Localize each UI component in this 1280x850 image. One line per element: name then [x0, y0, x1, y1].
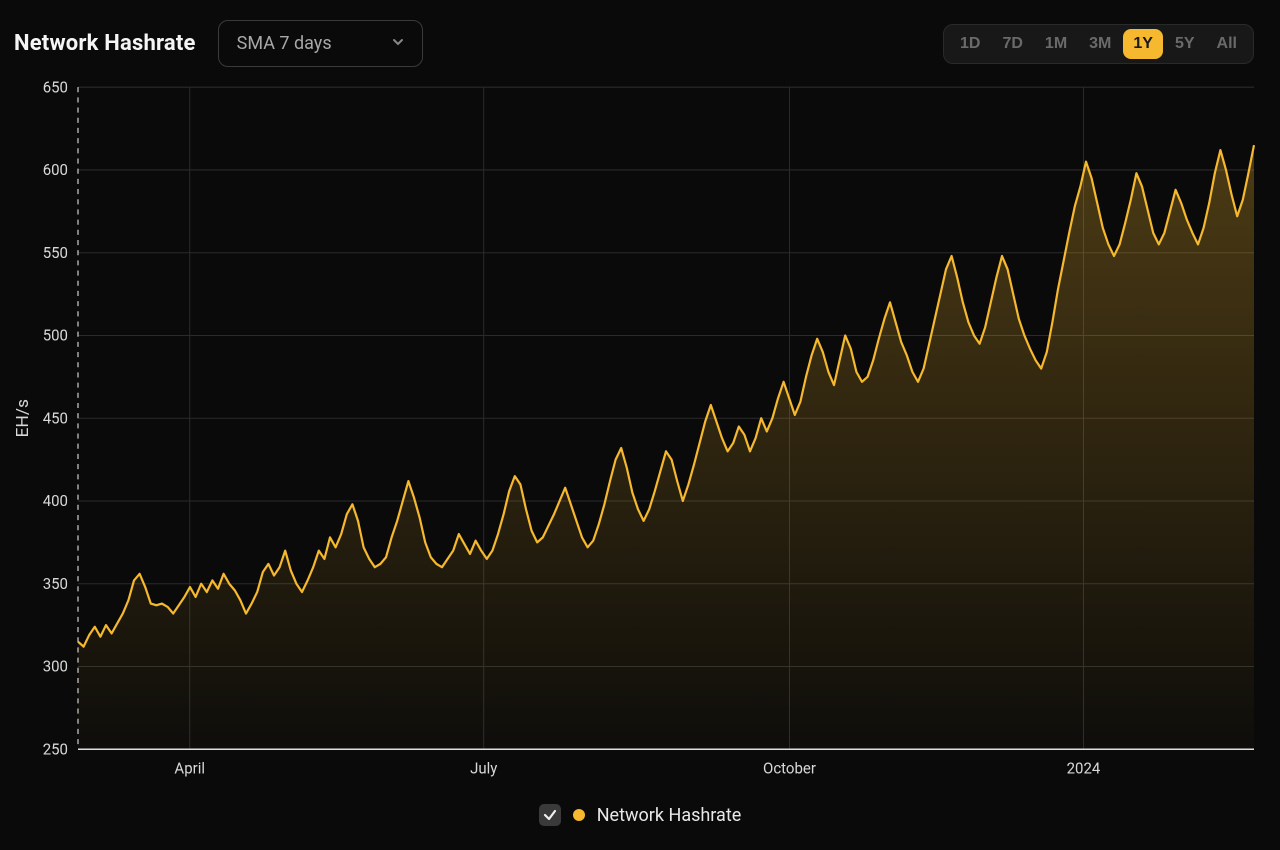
- range-btn-1y[interactable]: 1Y: [1123, 29, 1163, 59]
- range-btn-1m[interactable]: 1M: [1035, 29, 1077, 59]
- range-btn-5y[interactable]: 5Y: [1165, 29, 1205, 59]
- chart-title: Network Hashrate: [14, 31, 196, 56]
- chart-legend: Network Hashrate: [0, 790, 1280, 850]
- legend-label: Network Hashrate: [597, 805, 742, 826]
- range-btn-7d[interactable]: 7D: [992, 29, 1032, 59]
- y-axis-title: EH/s: [13, 399, 33, 437]
- range-btn-1d[interactable]: 1D: [950, 29, 990, 59]
- chevron-down-icon: [392, 36, 404, 52]
- y-tick-label: 500: [43, 326, 68, 344]
- y-tick-label: 300: [43, 657, 68, 675]
- y-tick-label: 250: [43, 740, 68, 758]
- y-tick-label: 350: [43, 575, 68, 593]
- chart-area: 250 300 350 400 450 500 550 600 650 EH/s April July…: [0, 77, 1280, 790]
- series-area: [78, 145, 1254, 749]
- x-tick-label: 2024: [1067, 760, 1101, 778]
- y-tick-label: 450: [43, 409, 68, 427]
- sma-dropdown[interactable]: SMA 7 days: [218, 20, 423, 67]
- time-range-selector: 1D7D1M3M1Y5YAll: [943, 24, 1254, 64]
- y-tick-label: 550: [43, 244, 68, 262]
- sma-dropdown-label: SMA 7 days: [237, 33, 332, 54]
- legend-checkbox[interactable]: [539, 804, 561, 826]
- y-tick-label: 400: [43, 492, 68, 510]
- y-tick-label: 600: [43, 161, 68, 179]
- chart-header: Network Hashrate SMA 7 days 1D7D1M3M1Y5Y…: [0, 0, 1280, 77]
- x-tick-label: July: [470, 760, 497, 778]
- y-tick-label: 650: [43, 78, 68, 96]
- x-tick-label: April: [174, 760, 205, 778]
- legend-color-dot: [573, 809, 585, 821]
- range-btn-3m[interactable]: 3M: [1079, 29, 1121, 59]
- range-btn-all[interactable]: All: [1207, 29, 1247, 59]
- hashrate-chart: 250 300 350 400 450 500 550 600 650 EH/s April July…: [8, 77, 1260, 790]
- x-tick-label: October: [763, 760, 816, 778]
